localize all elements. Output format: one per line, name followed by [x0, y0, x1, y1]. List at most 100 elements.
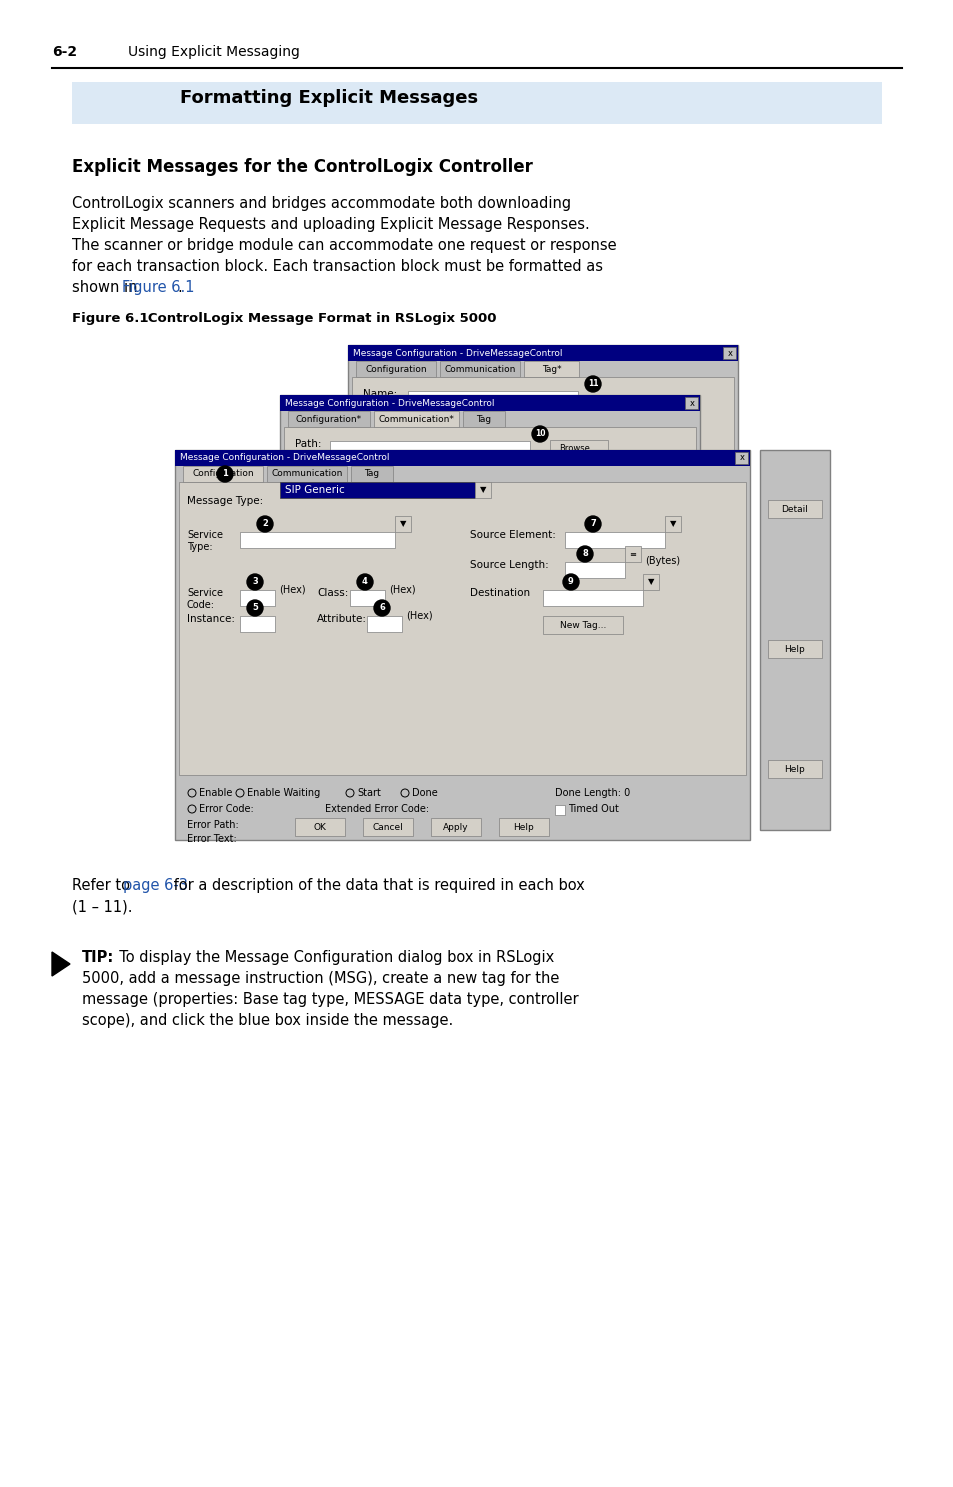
- Text: Help: Help: [783, 644, 804, 653]
- FancyBboxPatch shape: [352, 378, 733, 461]
- Text: Class:: Class:: [316, 587, 348, 598]
- Text: 9: 9: [568, 577, 574, 586]
- FancyBboxPatch shape: [330, 442, 530, 457]
- Text: Service
Code:: Service Code:: [187, 587, 223, 610]
- FancyBboxPatch shape: [355, 361, 436, 378]
- Text: for a description of the data that is required in each box: for a description of the data that is re…: [169, 877, 584, 894]
- FancyBboxPatch shape: [267, 465, 347, 482]
- Text: (Hex): (Hex): [406, 610, 432, 620]
- Text: Cancel: Cancel: [373, 822, 403, 831]
- Text: page 6-3: page 6-3: [123, 877, 188, 894]
- Text: Configuration: Configuration: [192, 470, 253, 479]
- FancyBboxPatch shape: [363, 818, 413, 836]
- Text: ▼: ▼: [647, 577, 654, 586]
- Text: Tag*: Tag*: [541, 364, 560, 373]
- Text: Enable: Enable: [199, 788, 233, 799]
- FancyBboxPatch shape: [179, 482, 745, 775]
- Text: 11: 11: [587, 379, 598, 388]
- FancyBboxPatch shape: [351, 465, 393, 482]
- FancyBboxPatch shape: [542, 590, 642, 607]
- Text: x: x: [727, 348, 732, 357]
- FancyBboxPatch shape: [288, 410, 370, 427]
- Text: Figure 6.1: Figure 6.1: [122, 280, 194, 294]
- Text: ▼: ▼: [669, 519, 676, 528]
- FancyBboxPatch shape: [564, 532, 664, 549]
- Text: .: .: [177, 280, 182, 294]
- FancyBboxPatch shape: [348, 345, 738, 465]
- Circle shape: [247, 574, 263, 590]
- Text: 6: 6: [378, 604, 384, 613]
- Text: 5000, add a message instruction (MSG), create a new tag for the: 5000, add a message instruction (MSG), c…: [82, 971, 558, 986]
- Text: Using Explicit Messaging: Using Explicit Messaging: [128, 45, 299, 59]
- Text: Enable Waiting: Enable Waiting: [247, 788, 320, 799]
- FancyBboxPatch shape: [294, 818, 345, 836]
- FancyBboxPatch shape: [431, 818, 480, 836]
- Text: Communication*: Communication*: [378, 415, 454, 424]
- Text: Timed Out: Timed Out: [567, 804, 618, 813]
- FancyBboxPatch shape: [624, 546, 640, 562]
- FancyBboxPatch shape: [722, 346, 735, 358]
- FancyBboxPatch shape: [174, 451, 749, 465]
- FancyBboxPatch shape: [240, 532, 395, 549]
- FancyBboxPatch shape: [240, 616, 274, 632]
- Text: 3: 3: [252, 577, 257, 586]
- Text: ≡: ≡: [629, 550, 636, 559]
- Text: SIP Generic: SIP Generic: [285, 485, 344, 495]
- FancyBboxPatch shape: [475, 482, 491, 498]
- Circle shape: [532, 425, 547, 442]
- FancyBboxPatch shape: [760, 451, 829, 830]
- Text: (Hex): (Hex): [389, 584, 416, 593]
- Text: scope), and click the blue box inside the message.: scope), and click the blue box inside th…: [82, 1013, 453, 1028]
- FancyBboxPatch shape: [642, 574, 659, 590]
- FancyBboxPatch shape: [408, 391, 578, 406]
- FancyBboxPatch shape: [183, 465, 263, 482]
- Text: Message Configuration - DriveMessageControl: Message Configuration - DriveMessageCont…: [285, 399, 494, 407]
- Text: 6-2: 6-2: [52, 45, 77, 59]
- Text: Message Configuration - DriveMessageControl: Message Configuration - DriveMessageCont…: [180, 454, 389, 462]
- Text: 1: 1: [222, 470, 228, 479]
- FancyBboxPatch shape: [564, 562, 624, 578]
- Circle shape: [584, 516, 600, 532]
- Text: Message Type:: Message Type:: [187, 497, 263, 506]
- Text: Done: Done: [412, 788, 437, 799]
- Text: (Hex): (Hex): [278, 584, 305, 593]
- FancyBboxPatch shape: [555, 804, 564, 815]
- Text: x: x: [739, 454, 743, 462]
- Text: Extended Error Code:: Extended Error Code:: [325, 804, 429, 813]
- Text: ▼: ▼: [399, 519, 406, 528]
- Text: Start: Start: [356, 788, 380, 799]
- Text: Error Code:: Error Code:: [199, 804, 253, 813]
- Text: 4: 4: [362, 577, 368, 586]
- Text: (Bytes): (Bytes): [644, 556, 679, 567]
- Text: TIP:: TIP:: [82, 950, 114, 965]
- FancyBboxPatch shape: [664, 516, 680, 532]
- Text: shown in: shown in: [71, 280, 142, 294]
- Circle shape: [256, 516, 273, 532]
- FancyBboxPatch shape: [767, 639, 821, 659]
- Text: (1 – 11).: (1 – 11).: [71, 900, 132, 915]
- FancyBboxPatch shape: [240, 590, 274, 607]
- Text: Source Element:: Source Element:: [470, 529, 556, 540]
- Circle shape: [562, 574, 578, 590]
- Circle shape: [247, 599, 263, 616]
- Circle shape: [356, 574, 373, 590]
- Text: message (properties: Base tag type, MESSAGE data type, controller: message (properties: Base tag type, MESS…: [82, 992, 578, 1007]
- FancyBboxPatch shape: [462, 410, 504, 427]
- FancyBboxPatch shape: [498, 818, 548, 836]
- FancyBboxPatch shape: [174, 451, 749, 840]
- Text: Message Configuration - DriveMessageControl: Message Configuration - DriveMessageCont…: [353, 348, 562, 357]
- Text: Explicit Messages for the ControlLogix Controller: Explicit Messages for the ControlLogix C…: [71, 158, 533, 175]
- FancyBboxPatch shape: [367, 616, 401, 632]
- Text: Instance:: Instance:: [187, 614, 234, 625]
- Text: Service
Type:: Service Type:: [187, 529, 223, 552]
- Text: for each transaction block. Each transaction block must be formatted as: for each transaction block. Each transac…: [71, 259, 602, 274]
- Text: ControlLogix scanners and bridges accommodate both downloading: ControlLogix scanners and bridges accomm…: [71, 196, 571, 211]
- Text: Figure 6.1: Figure 6.1: [71, 312, 149, 326]
- Text: OK: OK: [314, 822, 326, 831]
- Text: Name:: Name:: [363, 390, 396, 399]
- FancyBboxPatch shape: [395, 516, 411, 532]
- FancyBboxPatch shape: [350, 590, 385, 607]
- Text: Communication: Communication: [444, 364, 516, 373]
- Text: Done Length: 0: Done Length: 0: [555, 788, 630, 799]
- FancyBboxPatch shape: [71, 82, 882, 123]
